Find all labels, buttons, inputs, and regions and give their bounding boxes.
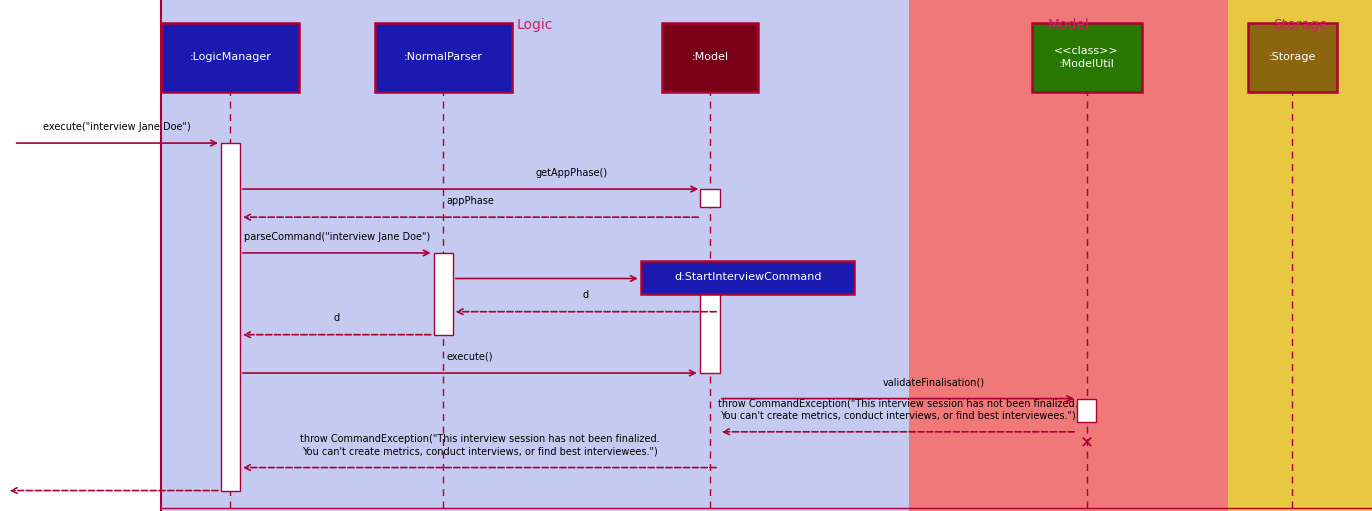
Bar	[1249, 23, 1336, 92]
Bar	[221, 143, 240, 491]
Text: throw CommandException("This interview session has not been finalized.
You can't: throw CommandException("This interview s…	[299, 434, 660, 456]
Text: d:StartInterviewCommand: d:StartInterviewCommand	[674, 272, 822, 282]
Text: Model: Model	[1048, 18, 1089, 32]
Text: appPhase: appPhase	[447, 196, 494, 206]
Bar	[661, 23, 757, 92]
Text: :Storage: :Storage	[1269, 53, 1316, 62]
Bar	[700, 278, 719, 373]
Text: getAppPhase(): getAppPhase()	[536, 168, 608, 178]
Text: :Model: :Model	[691, 53, 729, 62]
Bar	[162, 23, 299, 92]
Bar	[700, 189, 719, 207]
Bar	[642, 261, 855, 294]
Text: parseCommand("interview Jane Doe"): parseCommand("interview Jane Doe")	[244, 231, 429, 242]
Text: validateFinalisation(): validateFinalisation()	[882, 377, 985, 387]
Bar	[908, 0, 1228, 511]
Bar	[434, 253, 453, 335]
Text: execute("interview Jane Doe"): execute("interview Jane Doe")	[44, 122, 191, 132]
Text: execute(): execute()	[447, 352, 493, 362]
Bar	[1032, 23, 1142, 92]
Bar	[161, 0, 908, 511]
Text: throw CommandException("This interview session has not been finalized.
You can't: throw CommandException("This interview s…	[718, 399, 1078, 421]
Text: :NormalParser: :NormalParser	[403, 53, 483, 62]
Bar	[1228, 0, 1372, 511]
Text: d: d	[583, 290, 589, 300]
Text: <<class>>
:ModelUtil: <<class>> :ModelUtil	[1054, 46, 1120, 69]
Text: :LogicManager: :LogicManager	[189, 53, 272, 62]
Text: ✕: ✕	[1080, 433, 1093, 451]
Bar	[375, 23, 512, 92]
Text: Storage: Storage	[1273, 18, 1327, 32]
Text: Logic: Logic	[517, 18, 553, 32]
Text: d: d	[333, 313, 340, 323]
Bar	[1077, 399, 1096, 422]
